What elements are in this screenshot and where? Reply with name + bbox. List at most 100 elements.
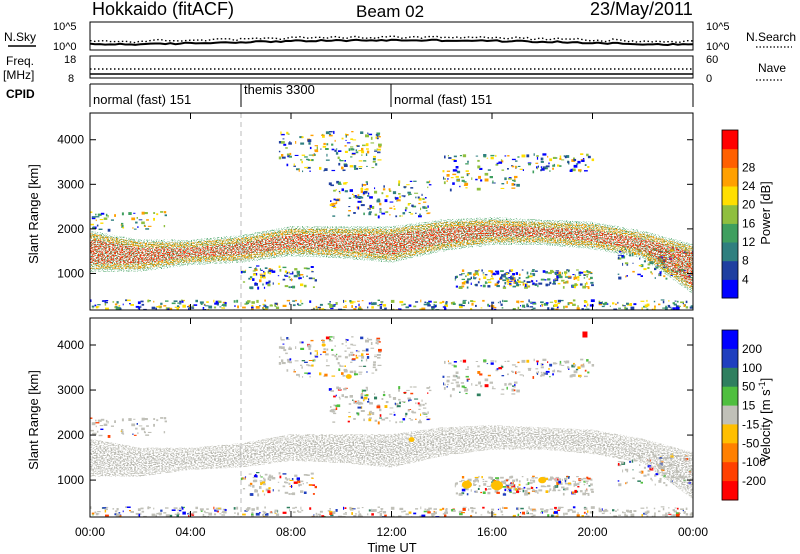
power-echo xyxy=(513,180,516,182)
velocity-echo xyxy=(92,422,96,424)
power-echo xyxy=(141,303,145,306)
power-echo xyxy=(536,156,539,160)
power-echo xyxy=(662,300,665,304)
power-scatter xyxy=(90,130,693,310)
velocity-echo xyxy=(647,469,651,472)
power-echo xyxy=(398,193,401,195)
power-echo xyxy=(420,299,422,303)
velocity-echo xyxy=(176,512,180,515)
power-echo xyxy=(356,145,360,147)
velocity-echo xyxy=(153,507,155,510)
velocity-echo xyxy=(286,506,290,509)
power-echo xyxy=(506,279,510,282)
colorbar-swatch xyxy=(722,330,738,350)
velocity-echo xyxy=(267,490,271,494)
velocity-echo xyxy=(202,513,205,516)
power-echo xyxy=(322,133,324,136)
power-echo xyxy=(552,167,554,170)
power-echo xyxy=(549,301,554,303)
power-echo xyxy=(178,303,182,305)
power-echo xyxy=(419,308,423,310)
velocity-echo xyxy=(361,507,364,509)
power-echo xyxy=(475,155,479,157)
power-echo xyxy=(676,306,680,310)
power-echo xyxy=(571,284,575,287)
velocity-echo xyxy=(465,368,469,370)
velocity-echo xyxy=(453,361,457,363)
velocity-echo xyxy=(405,412,408,416)
power-echo xyxy=(153,217,155,221)
velocity-echo xyxy=(480,514,483,516)
velocity-echo xyxy=(345,340,347,343)
power-echo xyxy=(338,162,341,166)
velocity-echo xyxy=(141,510,145,513)
velocity-echo xyxy=(174,513,177,515)
velocity-echo xyxy=(256,472,260,474)
power-echo xyxy=(272,282,274,285)
velocity-echo xyxy=(547,484,551,488)
velocity-echo xyxy=(360,393,364,397)
colorbar-swatch xyxy=(722,148,738,168)
power-echo xyxy=(496,272,500,275)
power-echo xyxy=(466,173,470,175)
power-echo xyxy=(333,198,336,201)
velocity-echo xyxy=(116,508,119,511)
velocity-echo xyxy=(314,350,318,352)
velocity-echo xyxy=(508,383,512,386)
velocity-echo xyxy=(357,507,360,509)
power-echo xyxy=(532,302,537,305)
power-echo xyxy=(488,305,491,307)
velocity-echo xyxy=(371,372,375,374)
velocity-echo xyxy=(366,356,370,359)
power-echo xyxy=(335,302,338,305)
power-echo xyxy=(188,304,191,307)
power-echo xyxy=(483,156,486,158)
power-echo xyxy=(282,266,287,269)
velocity-echo xyxy=(249,482,253,485)
power-echo xyxy=(588,278,591,280)
power-echo xyxy=(125,299,128,302)
power-echo xyxy=(366,165,368,167)
power-echo xyxy=(461,278,465,280)
velocity-echo xyxy=(451,509,455,512)
velocity-echo xyxy=(306,482,308,484)
power-echo xyxy=(335,152,339,155)
velocity-echo xyxy=(353,400,357,403)
velocity-echo xyxy=(491,481,493,484)
velocity-echo xyxy=(591,364,595,367)
cpid-label: CPID xyxy=(6,87,35,101)
power-echo xyxy=(353,212,356,214)
power-echo xyxy=(216,303,219,306)
power-echo xyxy=(578,274,582,276)
velocity-echo xyxy=(148,506,151,509)
velocity-echo xyxy=(308,360,313,361)
power-echo xyxy=(473,277,476,280)
colorbar-swatch xyxy=(722,405,738,425)
velocity-echo xyxy=(279,475,282,479)
velocity-echo xyxy=(509,483,514,487)
power-echo xyxy=(326,143,329,146)
power-echo xyxy=(532,269,535,271)
power-echo xyxy=(288,276,291,279)
velocity-echo xyxy=(552,370,556,373)
velocity-echo xyxy=(478,475,480,478)
velocity-echo xyxy=(475,511,477,514)
power-echo xyxy=(477,165,481,169)
velocity-echo xyxy=(333,404,336,407)
velocity-echo xyxy=(97,419,102,422)
power-echo xyxy=(557,299,561,303)
velocity-echo xyxy=(428,507,432,510)
power-echo xyxy=(584,164,587,166)
velocity-echo xyxy=(297,511,302,513)
velocity-echo xyxy=(335,353,338,355)
power-echo xyxy=(302,276,304,278)
velocity-echo xyxy=(518,483,521,486)
power-echo xyxy=(471,300,476,303)
power-echo xyxy=(156,306,160,308)
velocity-echo xyxy=(337,362,340,365)
velocity-echo xyxy=(573,364,577,367)
power-echo xyxy=(517,281,521,283)
velocity-echo xyxy=(520,507,524,510)
velocity-echo xyxy=(500,364,503,367)
power-echo xyxy=(307,159,310,161)
